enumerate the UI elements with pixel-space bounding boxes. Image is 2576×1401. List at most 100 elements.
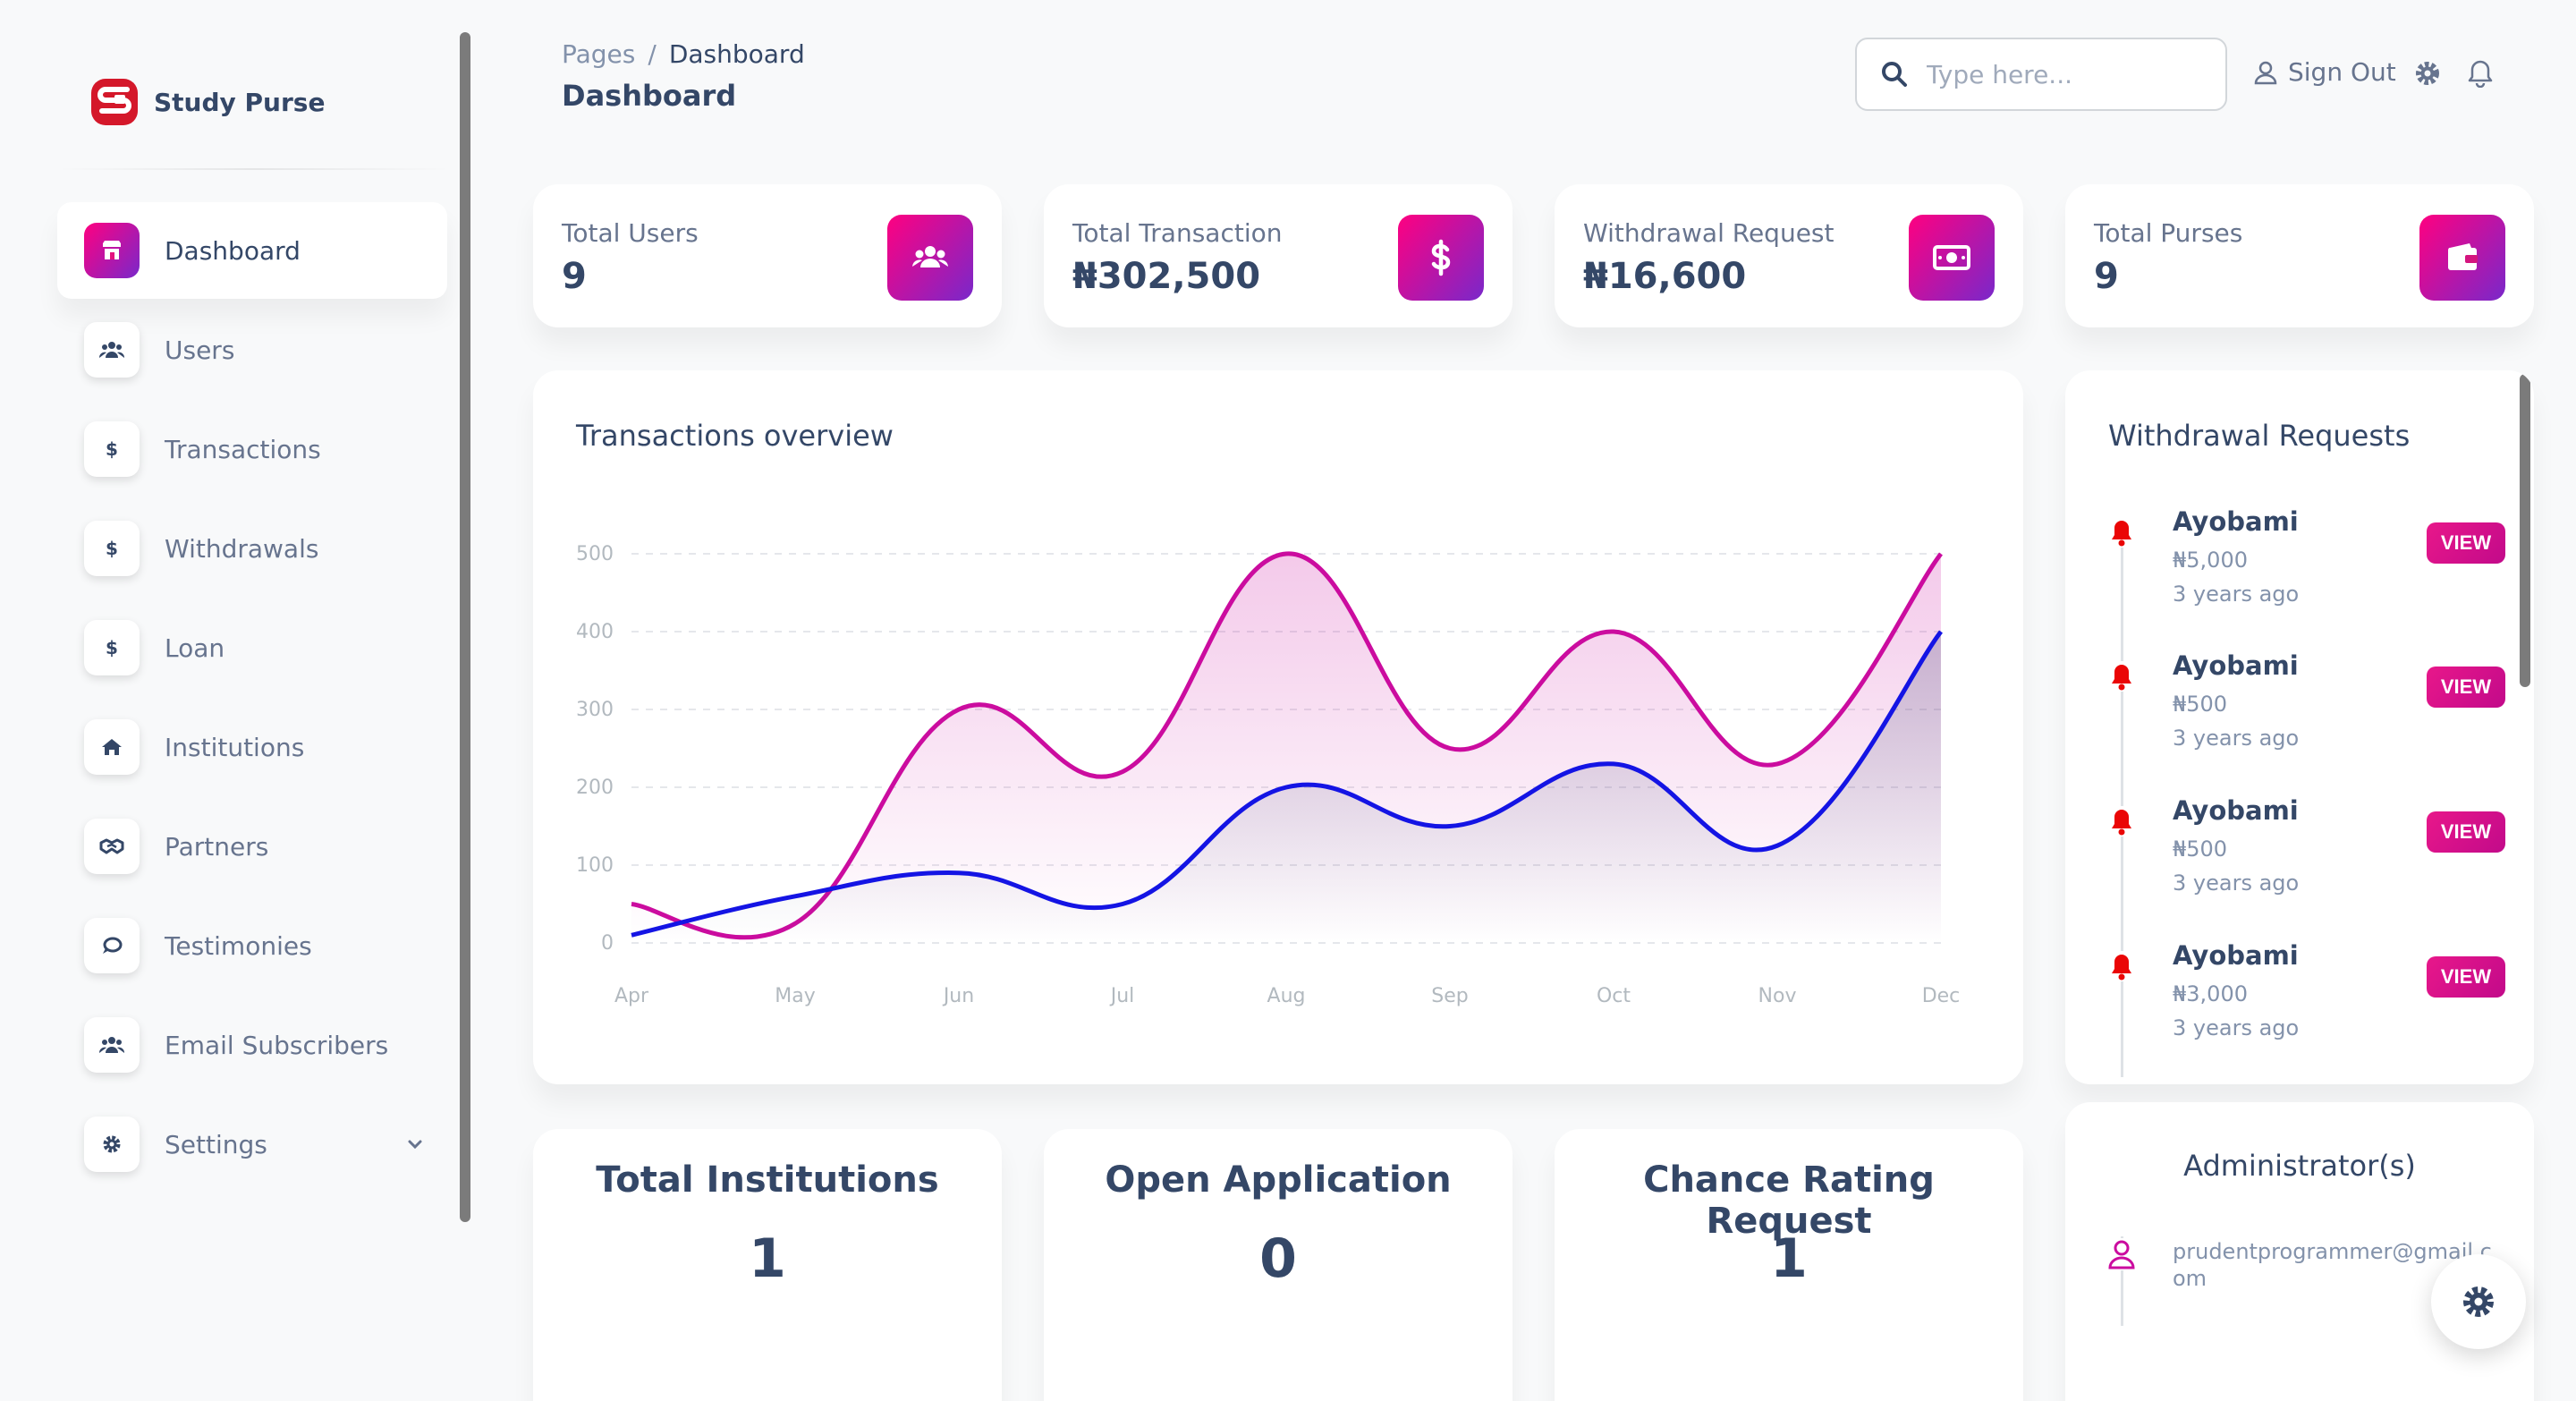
counter-value: 0	[1259, 1227, 1297, 1290]
chevron-down-icon[interactable]	[406, 1135, 424, 1153]
sidebar-item-settings[interactable]: Settings	[57, 1096, 447, 1193]
counter-card-total-institutions: Total Institutions 1	[533, 1129, 1002, 1401]
user-icon	[2106, 1238, 2137, 1270]
gear-icon[interactable]	[2413, 59, 2442, 88]
timeline-line	[2121, 522, 2123, 1077]
counter-title: Chance Rating Request	[1643, 1159, 1935, 1242]
request-amount: ₦500	[2173, 692, 2228, 717]
sign-out-button[interactable]: Sign Out	[2252, 57, 2396, 87]
y-tick-label: 200	[576, 777, 614, 799]
sidebar-item-testimonies[interactable]: Testimonies	[57, 897, 447, 994]
x-tick-label: Aug	[1267, 985, 1306, 1007]
sidebar-item-label: Testimonies	[165, 930, 312, 961]
search-input[interactable]	[1927, 59, 2213, 89]
brand[interactable]: Study Purse	[88, 75, 325, 129]
sidebar-item-email-subscribers[interactable]: Email Subscribers	[57, 997, 447, 1093]
sidebar-item-label: Loan	[165, 633, 225, 663]
x-tick-label: Sep	[1431, 985, 1468, 1007]
bell-icon	[2106, 806, 2137, 836]
y-tick-label: 300	[576, 699, 614, 721]
bell-icon	[2106, 661, 2137, 692]
x-tick-label: Oct	[1597, 985, 1631, 1007]
breadcrumb: Pages / Dashboard	[562, 39, 805, 69]
stat-value: ₦302,500	[1072, 256, 1261, 297]
series-line-0	[631, 551, 1943, 940]
sidebar-item-institutions[interactable]: Institutions	[57, 699, 447, 795]
x-tick-label: Jun	[942, 985, 974, 1007]
stat-value: ₦16,600	[1583, 256, 1747, 297]
sidebar-item-label: Email Subscribers	[165, 1030, 389, 1060]
withdrawal-request-item: Ayobami ₦500 3 years ago VIEW	[2065, 650, 2534, 794]
stat-label: Total Purses	[2094, 218, 2243, 248]
stat-label: Total Users	[562, 218, 699, 248]
view-button[interactable]: VIEW	[2427, 667, 2505, 708]
x-tick-label: Nov	[1758, 985, 1797, 1007]
breadcrumb-separator: /	[648, 39, 657, 69]
sidebar-item-partners[interactable]: Partners	[57, 798, 447, 895]
view-button[interactable]: VIEW	[2427, 956, 2505, 998]
bell-icon	[2106, 951, 2137, 981]
handshake-icon	[84, 819, 140, 874]
dollar-icon	[1398, 215, 1484, 301]
counter-title: Open Application	[1105, 1159, 1452, 1201]
transactions-overview-card: Transactions overview 0 100 200 300 400 500 Ap…	[533, 370, 2023, 1084]
sidebar-scrollbar[interactable]	[460, 32, 470, 1222]
users-icon	[84, 1017, 140, 1073]
y-tick-label: 0	[601, 932, 614, 955]
withdrawal-request-item: Ayobami ₦3,000 3 years ago VIEW	[2065, 940, 2534, 1083]
view-button[interactable]: VIEW	[2427, 522, 2505, 564]
x-tick-label: Dec	[1922, 985, 1961, 1007]
stat-label: Total Transaction	[1072, 218, 1283, 248]
view-button[interactable]: VIEW	[2427, 811, 2505, 853]
withdrawal-request-item: Ayobami ₦500 3 years ago VIEW	[2065, 795, 2534, 938]
logo-icon	[91, 79, 138, 125]
sidebar-item-transactions[interactable]: $ Transactions	[57, 401, 447, 497]
bell-icon	[2106, 517, 2137, 548]
settings-fab-button[interactable]	[2431, 1254, 2526, 1349]
brand-name: Study Purse	[154, 87, 326, 117]
stat-label: Withdrawal Request	[1583, 218, 1835, 248]
bell-icon[interactable]	[2467, 59, 2494, 88]
stat-value: 9	[562, 256, 587, 297]
request-amount: ₦5,000	[2173, 548, 2248, 573]
dollar-icon: $	[84, 620, 140, 675]
search-icon	[1882, 62, 1907, 87]
requester-name: Ayobami	[2173, 795, 2299, 826]
sidebar-item-label: Transactions	[165, 434, 321, 464]
page-title: Dashboard	[562, 79, 737, 113]
user-icon	[2254, 61, 2277, 84]
sidebar: Study Purse Dashboard Users $ Transactio…	[0, 0, 470, 1401]
sidebar-item-label: Settings	[165, 1129, 267, 1159]
withdrawal-requests-card: Withdrawal Requests Ayobami ₦5,000 3 yea…	[2065, 370, 2534, 1084]
sign-out-label: Sign Out	[2288, 57, 2396, 87]
x-tick-label: Jul	[1109, 985, 1135, 1007]
sidebar-divider	[57, 168, 451, 170]
gear-icon	[2463, 1286, 2494, 1317]
search-box[interactable]	[1855, 38, 2227, 111]
sidebar-item-users[interactable]: Users	[57, 301, 447, 398]
request-time: 3 years ago	[2173, 582, 2300, 607]
sidebar-item-dashboard[interactable]: Dashboard	[57, 202, 447, 299]
requester-name: Ayobami	[2173, 650, 2299, 681]
administrators-card: Administrator(s) prudentprogrammer@gmail…	[2065, 1102, 2534, 1401]
request-time: 3 years ago	[2173, 870, 2300, 896]
sidebar-item-loan[interactable]: $ Loan	[57, 599, 447, 696]
sidebar-item-label: Dashboard	[165, 235, 301, 266]
withdrawal-list-scrollbar[interactable]	[2520, 374, 2530, 687]
counter-card-chance-rating-request: Chance Rating Request 1	[1555, 1129, 2023, 1401]
request-amount: ₦500	[2173, 836, 2228, 862]
users-icon	[887, 215, 973, 301]
counter-value: 1	[1770, 1227, 1808, 1290]
sidebar-item-label: Partners	[165, 831, 269, 862]
requester-name: Ayobami	[2173, 506, 2299, 537]
x-tick-label: May	[775, 985, 815, 1007]
counter-title: Total Institutions	[596, 1159, 939, 1201]
breadcrumb-pages-link[interactable]: Pages	[562, 39, 636, 69]
stat-card-total-transaction: Total Transaction ₦302,500	[1044, 184, 1513, 327]
chart-title: Transactions overview	[576, 419, 894, 453]
sidebar-item-withdrawals[interactable]: $ Withdrawals	[57, 500, 447, 597]
money-bill-icon	[1909, 215, 1995, 301]
admin-email: prudentprogrammer@gmail.com	[2173, 1239, 2492, 1291]
dollar-icon: $	[84, 421, 140, 477]
requester-name: Ayobami	[2173, 940, 2299, 971]
